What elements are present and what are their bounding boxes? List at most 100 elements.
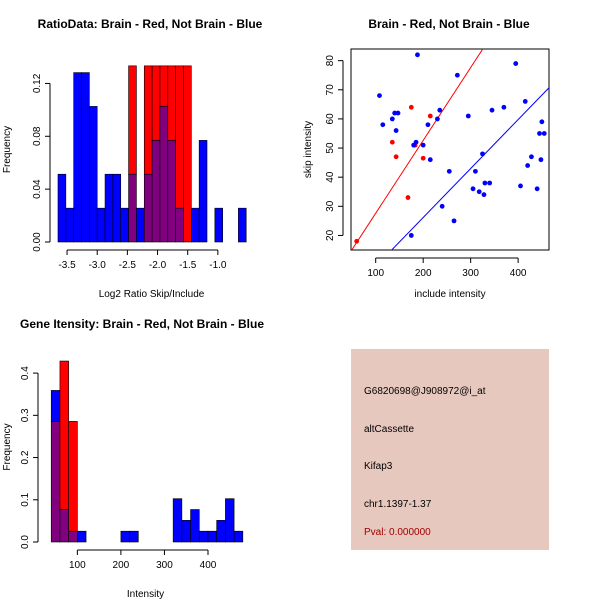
intensity-point-not-brain bbox=[425, 122, 431, 128]
ratio-bar-not-brain bbox=[89, 106, 98, 243]
gene-title: Gene Itensity: Brain - Red, Not Brain - … bbox=[20, 317, 264, 331]
gene-y-tick-label: 0.4 bbox=[20, 366, 31, 380]
ratio-x-tick-label: -2.0 bbox=[149, 260, 167, 271]
ratio-bar-not-brain bbox=[120, 207, 129, 243]
ratio-bar-overlap bbox=[159, 106, 169, 243]
gene-x-tick-label: 200 bbox=[113, 560, 130, 571]
gene-x-tick-label: 300 bbox=[156, 560, 173, 571]
intensity-point-not-brain bbox=[470, 186, 476, 192]
intensity-point-not-brain bbox=[465, 113, 471, 119]
intensity-point-not-brain bbox=[415, 52, 420, 58]
ratio-y-tick-label: 0.04 bbox=[32, 179, 43, 199]
ratio-bar-brain bbox=[159, 65, 169, 107]
ratio-bar-overlap bbox=[175, 207, 184, 243]
intensity-point-not-brain bbox=[489, 107, 495, 113]
ratio-bar-brain bbox=[175, 65, 184, 209]
gene-y-tick-label: 0.3 bbox=[20, 408, 31, 422]
intensity-point-not-brain bbox=[534, 186, 540, 192]
intensity-y-tick-label: 40 bbox=[325, 171, 336, 183]
ratio-bar-not-brain bbox=[81, 72, 90, 243]
ratio-y-tick-label: 0.08 bbox=[32, 126, 43, 146]
intensity-point-not-brain bbox=[408, 233, 414, 238]
intensity-point-brain bbox=[420, 155, 426, 161]
gene-bar-overlap bbox=[50, 421, 61, 543]
intensity-point-not-brain bbox=[541, 131, 547, 136]
ratio-bar-brain bbox=[167, 65, 176, 141]
intensity-point-not-brain bbox=[420, 142, 426, 148]
intensity-point-brain bbox=[427, 113, 433, 119]
intensity-point-not-brain bbox=[522, 99, 528, 104]
intensity-point-not-brain bbox=[395, 110, 401, 116]
intensity-point-not-brain bbox=[481, 192, 487, 198]
gene-ylabel: Frequency bbox=[2, 423, 13, 470]
intensity-point-not-brain bbox=[480, 151, 485, 157]
intensity-point-brain bbox=[408, 104, 414, 110]
intensity-plot-box bbox=[350, 48, 550, 251]
gene-bar-not-brain bbox=[207, 530, 217, 543]
gene-bar-brain bbox=[68, 421, 78, 532]
event-type: altCassette bbox=[364, 424, 415, 435]
ratio-bar-overlap bbox=[151, 140, 161, 243]
ratio-bar-not-brain bbox=[57, 173, 67, 243]
intensity-point-not-brain bbox=[539, 119, 545, 125]
ratio-bar-overlap bbox=[128, 173, 137, 243]
ratio-bar-not-brain bbox=[96, 207, 106, 243]
gene-name: Kifap3 bbox=[364, 461, 393, 472]
intensity-point-brain bbox=[393, 154, 399, 160]
intensity-title: Brain - Red, Not Brain - Blue bbox=[368, 17, 530, 31]
ratio-bar-not-brain bbox=[191, 207, 200, 243]
probe-id: G6820698@J908972@i_at bbox=[364, 386, 486, 397]
gene-y-tick-label: 0.2 bbox=[20, 450, 31, 464]
ratio-bar-brain bbox=[151, 65, 161, 141]
ratio-x-tick-label: -2.5 bbox=[119, 260, 137, 271]
ratio-y-tick-label: 0.12 bbox=[32, 73, 43, 93]
intensity-point-not-brain bbox=[435, 116, 440, 122]
gene-bar-overlap bbox=[59, 509, 69, 543]
gene-xlabel: Intensity bbox=[127, 589, 164, 600]
ratio-bar-brain bbox=[128, 65, 137, 175]
ratio-y-tick-label: 0.00 bbox=[32, 232, 43, 252]
intensity-point-not-brain bbox=[377, 93, 382, 99]
gene-bar-brain bbox=[59, 360, 69, 510]
intensity-point-not-brain bbox=[389, 116, 395, 122]
intensity-point-not-brain bbox=[537, 131, 542, 136]
ratio-ylabel: Frequency bbox=[2, 126, 13, 173]
ratio-bar-not-brain bbox=[65, 207, 74, 243]
intensity-point-not-brain bbox=[439, 203, 445, 209]
p-value: Pval: 0.000000 bbox=[364, 527, 431, 538]
intensity-fit-line-red bbox=[351, 49, 484, 250]
ratio-x-tick-label: -3.5 bbox=[58, 260, 76, 271]
intensity-point-not-brain bbox=[525, 163, 531, 168]
ratio-bar-brain bbox=[143, 65, 153, 175]
gene-y-tick-label: 0.1 bbox=[20, 492, 31, 506]
intensity-point-not-brain bbox=[518, 183, 523, 189]
ratio-bar-not-brain bbox=[238, 207, 247, 243]
intensity-point-not-brain bbox=[446, 168, 452, 174]
gene-bar-not-brain bbox=[216, 520, 226, 543]
ratio-bar-overlap bbox=[143, 173, 153, 243]
gene-x-tick-label: 100 bbox=[69, 560, 86, 571]
ratio-bar-not-brain bbox=[198, 140, 208, 243]
intensity-point-not-brain bbox=[437, 107, 443, 113]
intensity-point-brain bbox=[405, 195, 411, 200]
intensity-ylabel: skip intensity bbox=[303, 121, 314, 178]
intensity-y-tick-label: 30 bbox=[325, 200, 336, 212]
intensity-y-tick-label: 20 bbox=[325, 229, 336, 241]
intensity-point-not-brain bbox=[473, 168, 478, 174]
intensity-point-not-brain bbox=[482, 180, 488, 186]
info-box: G6820698@J908972@i_at altCassette Kifap3… bbox=[351, 349, 549, 550]
ratio-x-tick-label: -1.0 bbox=[209, 260, 227, 271]
intensity-fit-line-blue bbox=[390, 87, 549, 250]
intensity-point-not-brain bbox=[476, 189, 482, 195]
ratio-bar-overlap bbox=[167, 140, 176, 243]
ratio-x-tick-label: -1.5 bbox=[179, 260, 197, 271]
ratio-bar-not-brain bbox=[214, 207, 223, 243]
gene-bar-not-brain bbox=[172, 498, 183, 543]
intensity-point-not-brain bbox=[393, 128, 399, 133]
chromosome-location: chr1.1397-1.37 bbox=[364, 499, 432, 510]
intensity-point-not-brain bbox=[501, 104, 507, 110]
ratio-title: RatioData: Brain - Red, Not Brain - Blue bbox=[38, 17, 263, 31]
intensity-x-tick-label: 300 bbox=[462, 268, 479, 279]
intensity-point-not-brain bbox=[380, 122, 386, 128]
intensity-y-tick-label: 80 bbox=[325, 55, 336, 67]
